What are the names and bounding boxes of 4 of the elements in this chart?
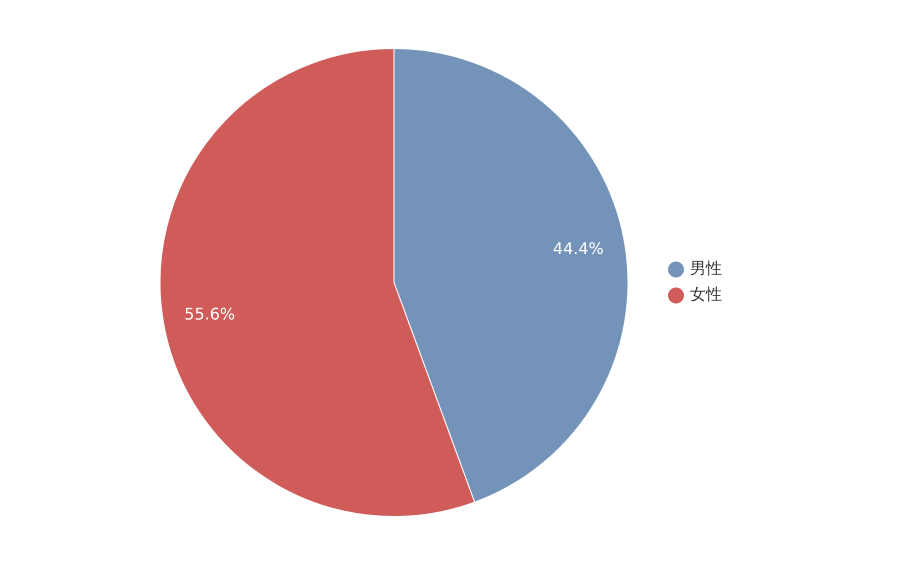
data-label: 44.4%: [552, 238, 604, 258]
legend-label: 女性: [690, 284, 722, 304]
legend-label: 男性: [690, 258, 722, 278]
data-label: 55.6%: [184, 304, 236, 324]
